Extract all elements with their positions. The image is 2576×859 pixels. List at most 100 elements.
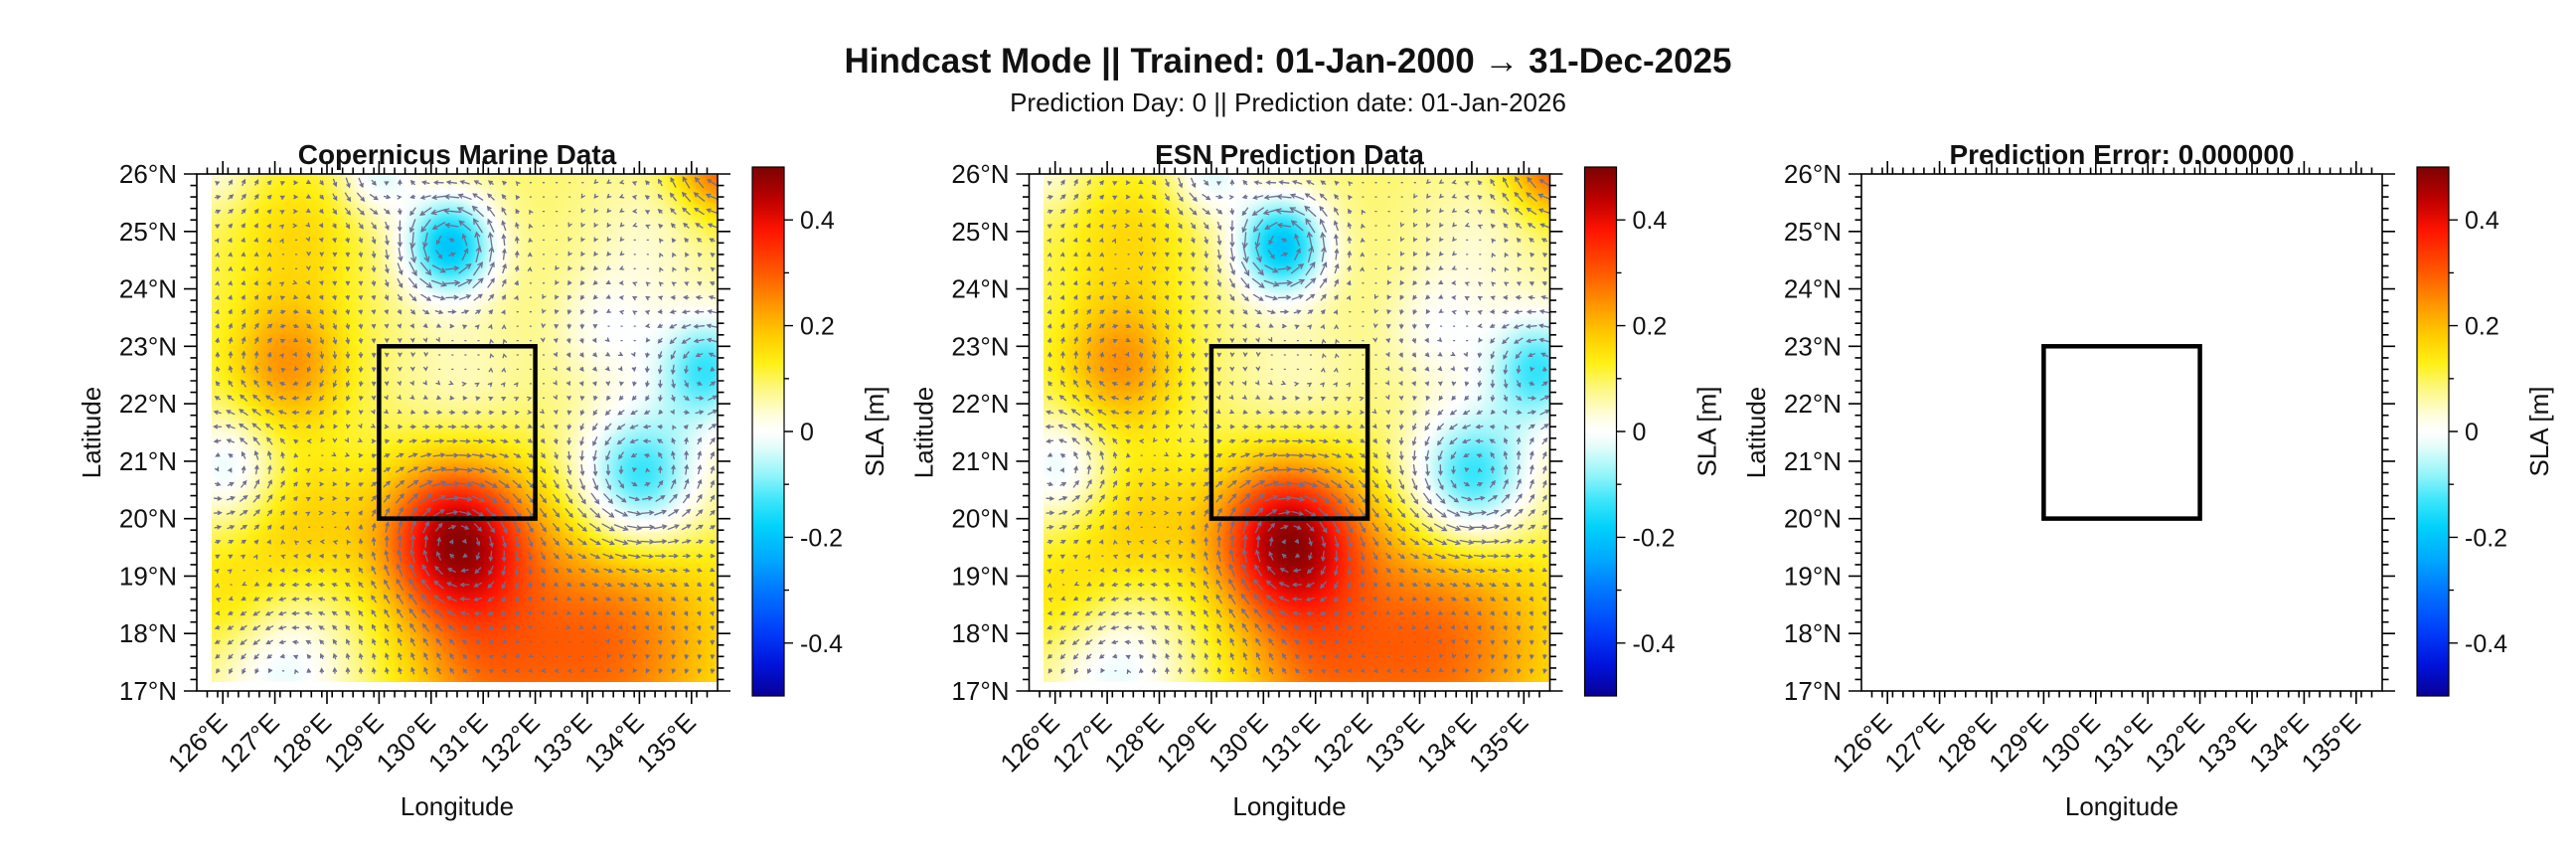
y-axis-tick-label: 26°N	[119, 159, 177, 189]
x-axis-tick-label: 127°E	[1046, 707, 1118, 778]
colorbar-tick-label: -0.4	[1633, 630, 1676, 658]
y-axis-tick-label: 24°N	[1784, 274, 1842, 304]
y-axis-tick-label: 18°N	[1784, 618, 1842, 648]
x-axis-label: Longitude	[1232, 791, 1346, 821]
x-axis-tick-label: 134°E	[2243, 707, 2315, 778]
x-axis-tick-label: 132°E	[2139, 707, 2210, 778]
colorbar-tick-label: 0.4	[2465, 207, 2499, 235]
x-axis-tick-label: 131°E	[1254, 707, 1326, 778]
y-axis-tick-label: 21°N	[951, 446, 1009, 476]
colorbar-ticks	[784, 219, 793, 644]
colorbar-tick-label: -0.4	[800, 630, 843, 658]
x-axis-tick-label: 135°E	[2296, 707, 2367, 778]
x-axis-tick-label: 128°E	[1931, 707, 2003, 778]
y-axis-tick-label: 24°N	[119, 274, 177, 304]
colorbar-ticks	[2449, 219, 2458, 644]
colorbar-tick-label: 0.2	[800, 313, 835, 341]
axes-spines	[1860, 173, 2383, 692]
x-axis-tick-label: 129°E	[1983, 707, 2054, 778]
x-axis-tick-label: 133°E	[2191, 707, 2263, 778]
y-axis-tick-label: 24°N	[951, 274, 1009, 304]
y-axis-label: Latitude	[77, 387, 106, 479]
y-axis-tick-label: 26°N	[951, 159, 1009, 189]
x-axis-tick-label: 133°E	[1359, 707, 1430, 778]
x-axis-tick-label: 134°E	[578, 707, 650, 778]
x-axis-tick-label: 127°E	[214, 707, 285, 778]
y-axis-tick-label: 25°N	[1784, 217, 1842, 247]
y-axis-label: Latitude	[1741, 387, 1771, 479]
x-axis-tick-label: 128°E	[266, 707, 338, 778]
panel-0: 26°N 25°N 24°N 23°N 22°N 21°N 20°N 19°N 18°N 17°N…	[77, 139, 889, 821]
y-axis-tick-label: 18°N	[951, 618, 1009, 648]
y-axis-tick-label: 21°N	[119, 446, 177, 476]
x-axis-tick-label: 131°E	[2087, 707, 2159, 778]
y-axis-tick-label: 23°N	[951, 331, 1009, 361]
x-axis-tick-label: 133°E	[527, 707, 598, 778]
x-axis-tick-label: 128°E	[1098, 707, 1170, 778]
y-axis-tick-label: 20°N	[1784, 504, 1842, 534]
x-axis-tick-label: 129°E	[1151, 707, 1222, 778]
axes-spines	[1028, 173, 1551, 692]
colorbar-frame	[1583, 166, 1618, 697]
y-axis-tick-label: 17°N	[951, 676, 1009, 706]
study-region-box	[377, 344, 538, 521]
x-axis-tick-label: 134°E	[1411, 707, 1483, 778]
quiver-arrows	[213, 176, 720, 675]
colorbar-ticks	[1616, 219, 1626, 644]
quiver-arrows	[1045, 176, 1551, 675]
x-axis-tick-label: 127°E	[1878, 707, 1950, 778]
axes-spines	[196, 173, 719, 692]
x-axis-label: Longitude	[401, 791, 514, 821]
y-axis-tick-label: 22°N	[951, 389, 1009, 419]
x-axis-tick-label: 135°E	[631, 707, 703, 778]
study-region-box	[1208, 344, 1370, 521]
x-axis-tick-label: 126°E	[1827, 707, 1898, 778]
x-axis-tick-label: 130°E	[1203, 707, 1274, 778]
y-axis-tick-label: 19°N	[951, 561, 1009, 591]
x-axis-tick-label: 129°E	[318, 707, 390, 778]
colorbar-tick-label: 0	[800, 419, 814, 446]
colorbar-label: SLA [m]	[1692, 386, 1722, 476]
x-axis-tick-label: 131°E	[422, 707, 494, 778]
y-axis-tick-label: 22°N	[1784, 389, 1842, 419]
y-axis-tick-label: 25°N	[119, 217, 177, 247]
y-axis-tick-label: 23°N	[1784, 331, 1842, 361]
y-axis-tick-label: 19°N	[1784, 561, 1842, 591]
panel-1: 26°N 25°N 24°N 23°N 22°N 21°N 20°N 19°N 18°N 17°N…	[909, 139, 1722, 821]
y-axis-tick-label: 18°N	[119, 618, 177, 648]
colorbar-tick-label: 0	[2465, 419, 2479, 446]
x-axis-tick-label: 132°E	[474, 707, 546, 778]
figure-subtitle: Prediction Day: 0 || Prediction date: 01…	[1010, 87, 1566, 117]
x-axis-tick-label: 126°E	[994, 707, 1065, 778]
x-axis-tick-label: 130°E	[371, 707, 442, 778]
colorbar-tick-label: 0.4	[1633, 207, 1668, 235]
panel-2: 26°N 25°N 24°N 23°N 22°N 21°N 20°N 19°N 18°N 17°N…	[1741, 139, 2554, 821]
y-axis-tick-label: 26°N	[1784, 159, 1842, 189]
colorbar-label: SLA [m]	[860, 386, 889, 476]
x-axis-label: Longitude	[2065, 791, 2178, 821]
colorbar-label: SLA [m]	[2524, 386, 2554, 476]
y-axis-tick-label: 19°N	[119, 561, 177, 591]
colorbar-tick-label: -0.2	[800, 524, 843, 552]
x-axis-tick-label: 130°E	[2035, 707, 2107, 778]
colorbar-gradient	[1584, 167, 1617, 696]
y-axis-tick-label: 17°N	[1784, 676, 1842, 706]
panel-title: Prediction Error: 0.000000	[1949, 139, 2294, 170]
panel-title: ESN Prediction Data	[1155, 139, 1424, 170]
y-axis-tick-label: 25°N	[951, 217, 1009, 247]
study-region-box	[2041, 344, 2202, 521]
y-axis-tick-label: 20°N	[951, 504, 1009, 534]
colorbar-tick-label: -0.4	[2465, 630, 2507, 658]
y-axis-tick-label: 22°N	[119, 389, 177, 419]
colorbar-gradient	[752, 167, 784, 696]
axis-ticks	[1016, 161, 1563, 704]
y-axis-tick-label: 20°N	[119, 504, 177, 534]
colorbar-tick-label: 0	[1633, 419, 1647, 446]
colorbar-tick-label: -0.2	[2465, 524, 2507, 552]
y-axis-tick-label: 23°N	[119, 331, 177, 361]
colorbar-tick-label: -0.2	[1633, 524, 1676, 552]
y-axis-label: Latitude	[909, 387, 939, 479]
x-axis-tick-label: 135°E	[1463, 707, 1534, 778]
